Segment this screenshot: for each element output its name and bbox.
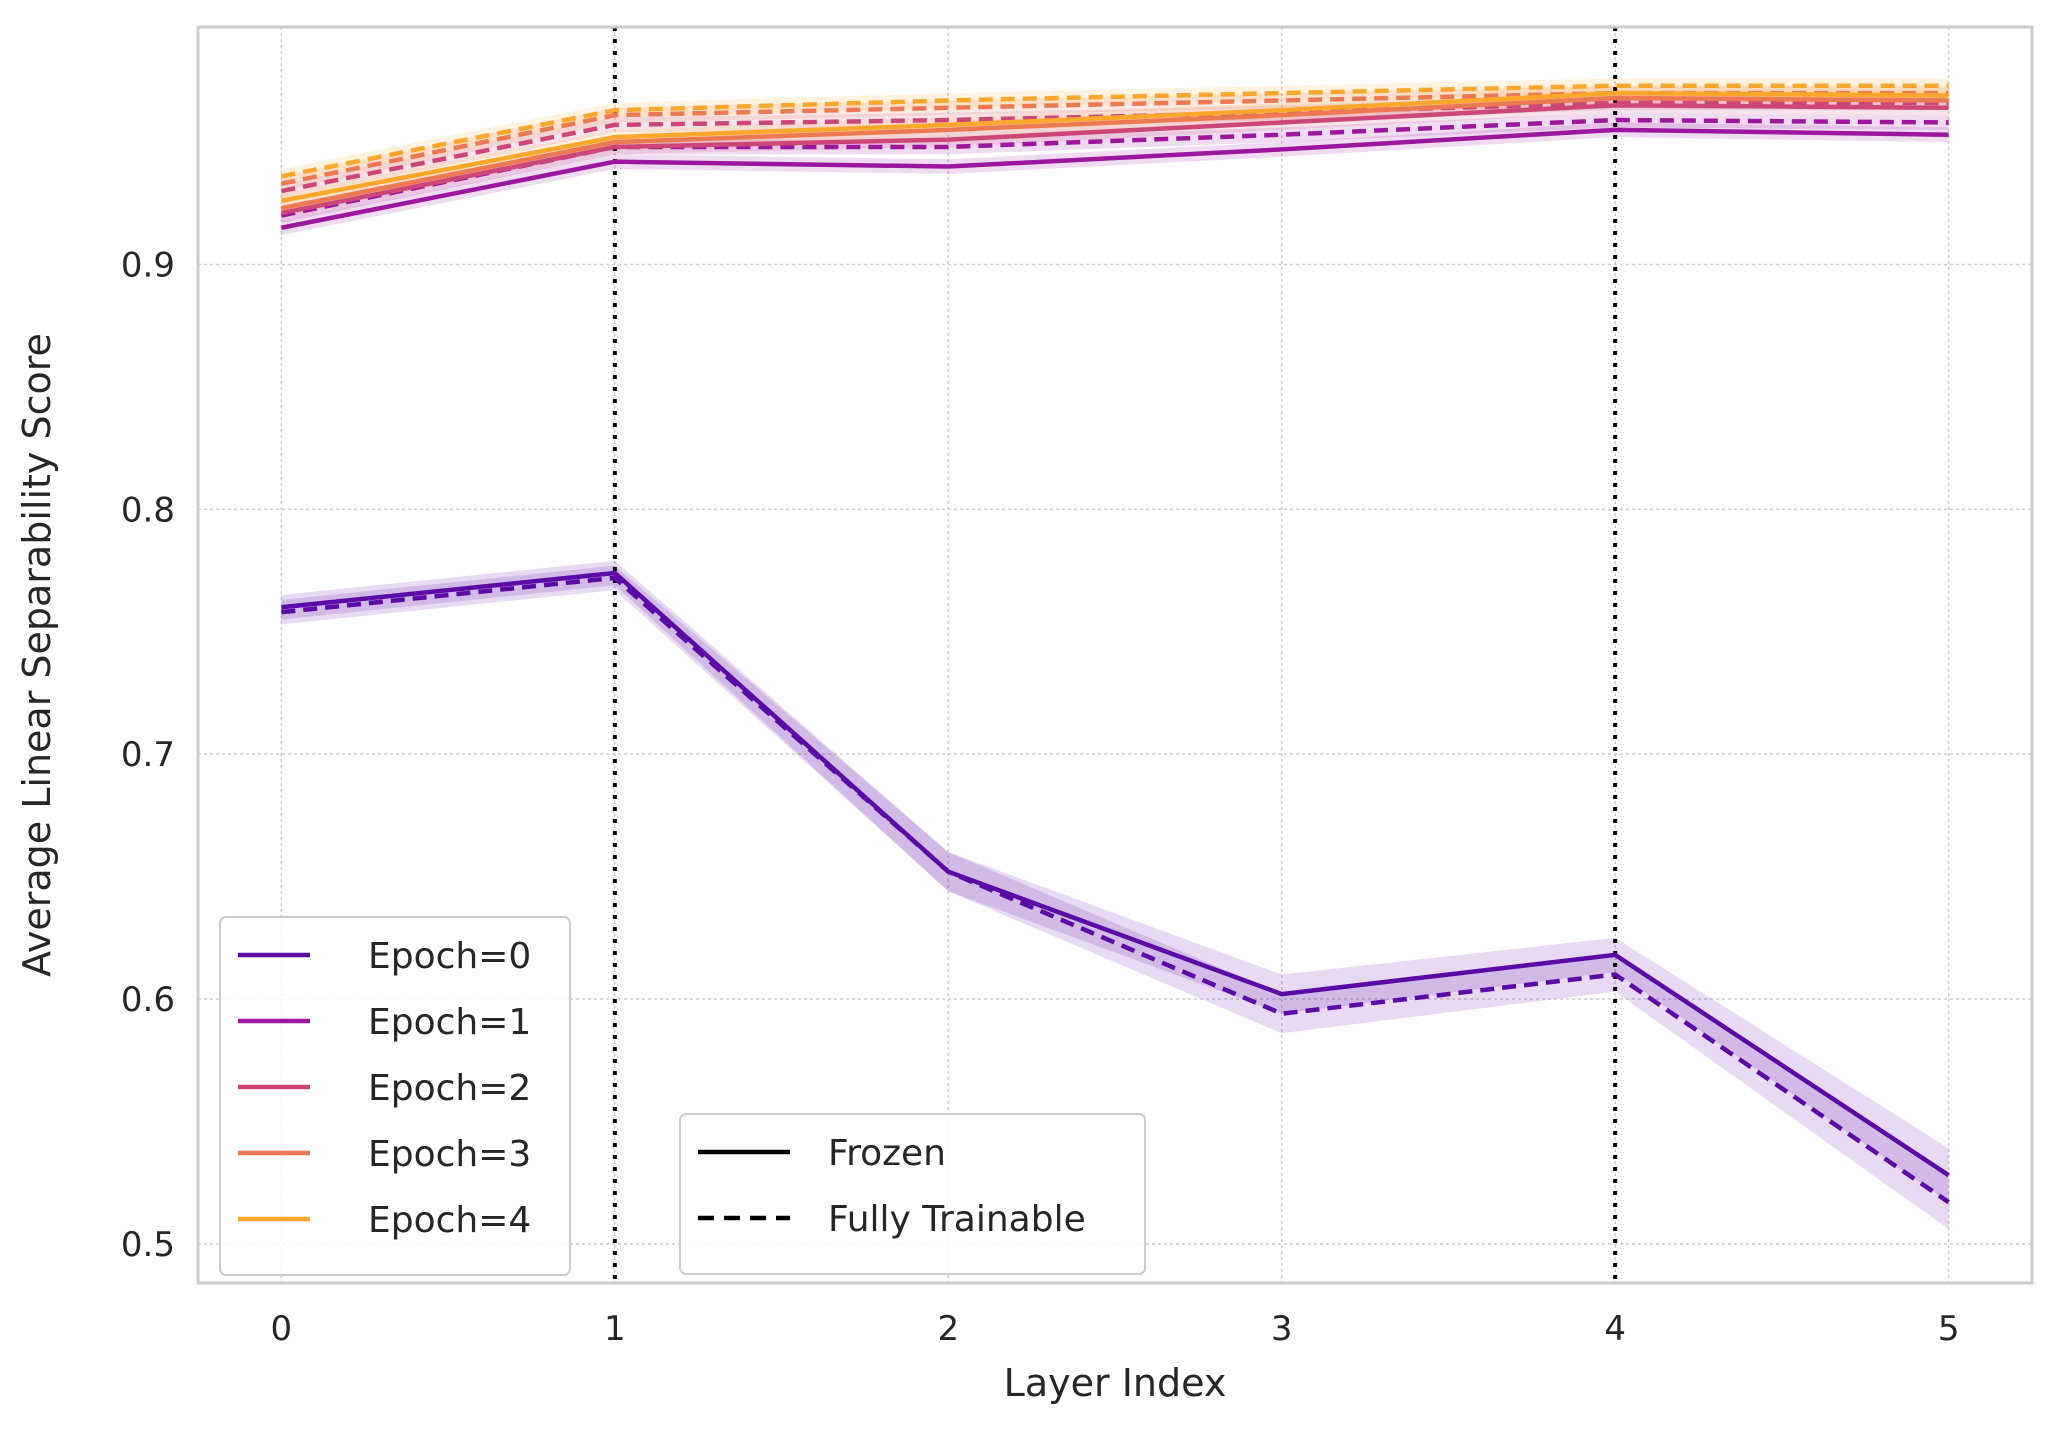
legend-epoch-label: Epoch=4	[368, 1200, 531, 1241]
legend-style-label: Frozen	[828, 1133, 946, 1174]
x-axis-ticks: 0 1 2 3 4 5	[271, 1309, 1960, 1349]
y-tick-label: 0.5	[121, 1225, 175, 1265]
x-axis-label: Layer Index	[1004, 1361, 1227, 1405]
series-line-4	[280, 103, 1949, 216]
confidence-band-9	[281, 78, 1949, 184]
series-line-2	[280, 127, 1949, 230]
legend-epoch-label: Epoch=1	[368, 1002, 531, 1043]
series-line-6	[280, 95, 1949, 211]
legend-epoch-label: Epoch=2	[368, 1068, 531, 1109]
series-line-1	[281, 575, 1950, 1205]
legend-epochs: Epoch=0 Epoch=1 Epoch=2 Epoch=3 Epoch=4	[219, 916, 571, 1276]
legend-styles-box	[679, 1113, 1146, 1275]
series-line-8	[280, 90, 1949, 204]
x-tick-label: 2	[937, 1309, 959, 1349]
vertical-markers	[612, 27, 1618, 1283]
series-lines	[280, 83, 1950, 1205]
y-tick-label: 0.6	[121, 980, 175, 1020]
legend-epoch-label: Epoch=3	[368, 1134, 531, 1175]
plot-frame	[196, 25, 2034, 1285]
legend-style-label: Fully Trainable	[828, 1199, 1086, 1240]
legend-styles: Frozen Fully Trainable	[679, 1113, 1146, 1275]
x-tick-label: 0	[271, 1309, 293, 1349]
y-tick-label: 0.9	[121, 245, 175, 285]
series-line-3	[280, 117, 1949, 218]
y-axis-ticks: 0.5 0.6 0.7 0.8 0.9	[121, 245, 175, 1264]
x-tick-label: 1	[604, 1309, 626, 1349]
x-tick-label: 4	[1604, 1309, 1626, 1349]
legend-epochs-box	[219, 916, 571, 1276]
confidence-band-5	[281, 95, 1949, 199]
series-line-9	[280, 83, 1949, 179]
series-line-0	[281, 570, 1950, 1178]
y-tick-label: 0.7	[121, 735, 175, 775]
x-tick-label: 5	[1938, 1309, 1960, 1349]
y-tick-label: 0.8	[121, 490, 175, 530]
x-tick-label: 3	[1271, 1309, 1293, 1349]
legend-epoch-label: Epoch=0	[368, 936, 531, 977]
confidence-band-4	[281, 98, 1949, 221]
y-axis-label: Average Linear Separability Score	[15, 333, 59, 977]
